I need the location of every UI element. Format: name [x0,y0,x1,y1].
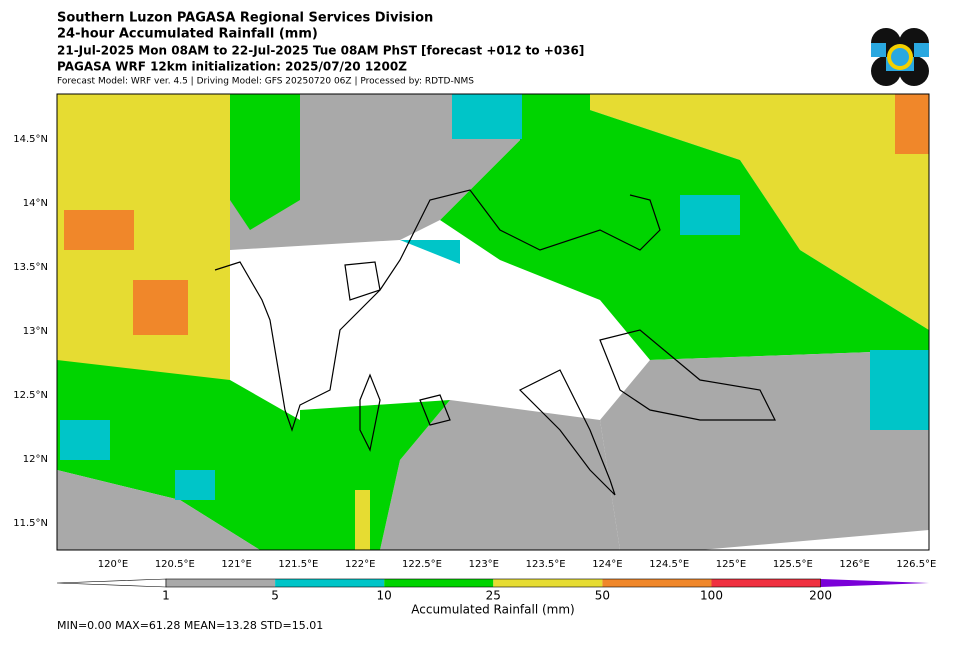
rain-area [380,400,620,550]
colorbar-tick: 1 [162,589,170,603]
period: 21-Jul-2025 Mon 08AM to 22-Jul-2025 Tue … [57,44,584,58]
colorbar-tick: 25 [486,589,501,603]
lon-label: 126°E [839,559,869,570]
lat-label: 13°N [23,326,48,337]
coastline [214,189,661,432]
coastline [359,373,381,452]
lon-label: 124.5°E [649,559,689,570]
coastline [599,329,776,421]
colorbar-extend-high [820,579,929,587]
colorbar-segment [384,579,494,587]
rain-area [175,470,215,500]
colorbar-tick: 100 [700,589,723,603]
lon-label: 120.5°E [155,559,195,570]
rain-area [590,94,929,330]
rain-area [680,195,740,235]
colorbar-tick: 50 [595,589,610,603]
coastline [419,394,451,426]
lat-label: 13.5°N [13,262,48,273]
lon-label: 126.5°E [896,559,936,570]
rain-area [133,280,188,335]
lon-label: 122.5°E [402,559,442,570]
lat-label: 12.5°N [13,390,48,401]
lon-label: 125°E [716,559,746,570]
dry-area [230,240,520,400]
colorbar-segment [166,579,276,587]
colorbar-frame [165,578,821,588]
rain-area [57,470,260,550]
model-info: Forecast Model: WRF ver. 4.5 | Driving M… [57,77,474,87]
map [56,93,930,551]
rain-area [355,490,370,550]
rain-area [230,94,520,260]
rain-area [300,400,450,550]
lat-label: 12°N [23,454,48,465]
lon-label: 121.5°E [278,559,318,570]
rain-area [57,360,360,550]
stats: MIN=0.00 MAX=61.28 MEAN=13.28 STD=15.01 [57,619,323,632]
lon-label: 124°E [592,559,622,570]
rain-area [600,350,929,550]
lon-label: 123°E [469,559,499,570]
lat-label: 14.5°N [13,134,48,145]
lon-label: 125.5°E [773,559,813,570]
lat-label: 11.5°N [13,518,48,529]
colorbar-tick: 10 [377,589,392,603]
lon-label: 120°E [98,559,128,570]
colorbar-segment [602,579,712,587]
lon-label: 123.5°E [526,559,566,570]
rain-area [895,94,929,154]
colorbar-tick: 5 [271,589,279,603]
colorbar-label: Accumulated Rainfall (mm) [411,603,574,617]
title: Southern Luzon PAGASA Regional Services … [57,11,433,26]
colorbar-segment [711,579,821,587]
rain-area [452,94,522,139]
rain-area [870,350,929,430]
subtitle: 24-hour Accumulated Rainfall (mm) [57,27,318,42]
colorbar-segment [493,579,603,587]
lon-label: 121°E [221,559,251,570]
coastline [344,261,381,301]
init: PAGASA WRF 12km initialization: 2025/07/… [57,60,407,74]
colorbar-extend-low [56,578,167,588]
rain-area [64,210,134,250]
rain-area [230,94,300,230]
coastline [518,369,616,496]
map-frame [56,93,930,551]
lon-label: 122°E [345,559,375,570]
logo [871,28,929,86]
lat-label: 14°N [23,198,48,209]
colorbar-tick: 200 [809,589,832,603]
rain-area [60,420,110,460]
colorbar-segment [275,579,385,587]
